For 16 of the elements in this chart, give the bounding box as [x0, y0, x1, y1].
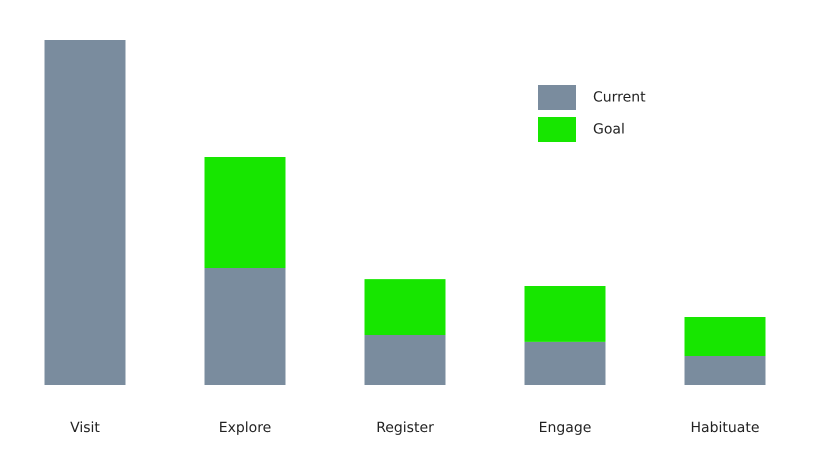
legend-label: Current — [593, 90, 646, 106]
legend-label: Goal — [593, 122, 625, 138]
x-tick-label: Register — [376, 420, 434, 436]
bar — [524, 286, 606, 342]
bar — [524, 342, 606, 385]
bar — [364, 279, 446, 335]
bar — [684, 317, 766, 356]
x-tick-label: Engage — [538, 420, 592, 436]
bar — [204, 156, 286, 268]
bar — [364, 334, 446, 385]
x-tick-label: Habituate — [690, 420, 760, 436]
bar — [204, 268, 286, 385]
x-tick-label: Visit — [70, 420, 100, 436]
bar — [44, 40, 126, 385]
bar — [684, 356, 766, 385]
x-tick-label: Explore — [218, 420, 272, 436]
